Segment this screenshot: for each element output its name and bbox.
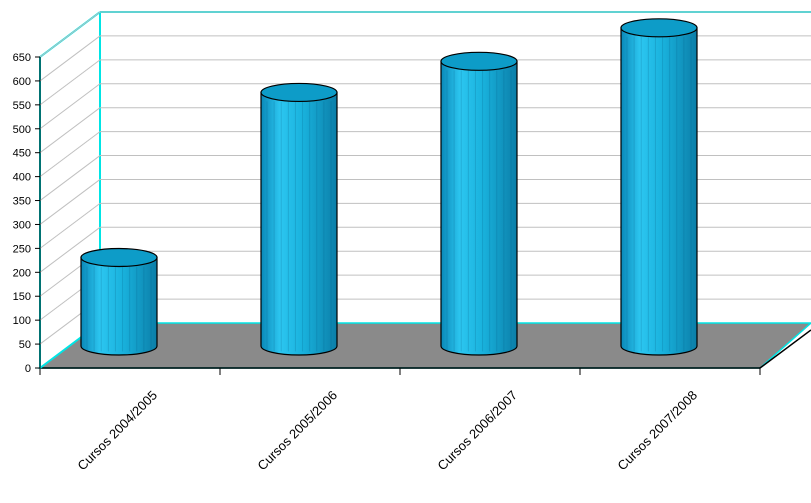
y-tick-label: 250: [13, 243, 31, 255]
bar-body: [620, 27, 698, 356]
side-gridline: [39, 11, 101, 58]
x-category-label: Cursos 2004/2005: [74, 388, 160, 474]
bar-body: [440, 60, 518, 356]
bar-body: [80, 256, 158, 356]
x-category-label: Cursos 2006/2007: [434, 388, 520, 474]
side-gridline: [39, 107, 101, 154]
y-tick-label: 300: [13, 219, 31, 231]
bar-top-cap: [260, 82, 338, 103]
floor-right-edge: [759, 329, 811, 369]
y-tick-label: 450: [13, 148, 31, 160]
y-tick-label: 600: [13, 76, 31, 88]
side-gridline: [39, 202, 101, 249]
bar-body: [260, 91, 338, 356]
y-tick-label: 550: [13, 100, 31, 112]
y-tick-label: 150: [13, 291, 31, 303]
y-tick-label: 50: [19, 339, 31, 351]
side-gridline: [39, 226, 101, 273]
y-tick-label: 500: [13, 124, 31, 136]
x-category-label: Cursos 2007/2008: [614, 388, 700, 474]
x-axis-labels: Cursos 2004/2005 Cursos 2005/2006 Cursos 2…: [74, 388, 700, 474]
y-tick-label: 350: [13, 196, 31, 208]
y-tick-label: 100: [13, 315, 31, 327]
x-axis-ticks: [39, 368, 761, 375]
side-gridline: [39, 131, 101, 178]
bars: [80, 18, 698, 356]
y-tick-label: 650: [13, 52, 31, 64]
side-gridline: [39, 35, 101, 82]
side-gridline: [39, 179, 101, 225]
side-gridline: [39, 155, 101, 201]
y-tick-label: 200: [13, 267, 31, 279]
bar-top-cap: [620, 18, 698, 38]
bar-4: [620, 18, 698, 356]
y-axis-ticks: 0 50 100 150 200 250 300 350 400 450 500 550 600 650: [13, 52, 40, 375]
bar-top-cap: [80, 247, 158, 268]
bar-1: [80, 247, 158, 356]
y-tick-label: 0: [25, 363, 31, 375]
bar-3: [440, 51, 518, 356]
bar-top-cap: [440, 51, 518, 71]
x-category-label: Cursos 2005/2006: [254, 388, 340, 474]
y-tick-label: 400: [13, 172, 31, 184]
bar-2: [260, 82, 338, 356]
side-gridline: [39, 59, 101, 106]
side-gridline: [39, 83, 101, 130]
